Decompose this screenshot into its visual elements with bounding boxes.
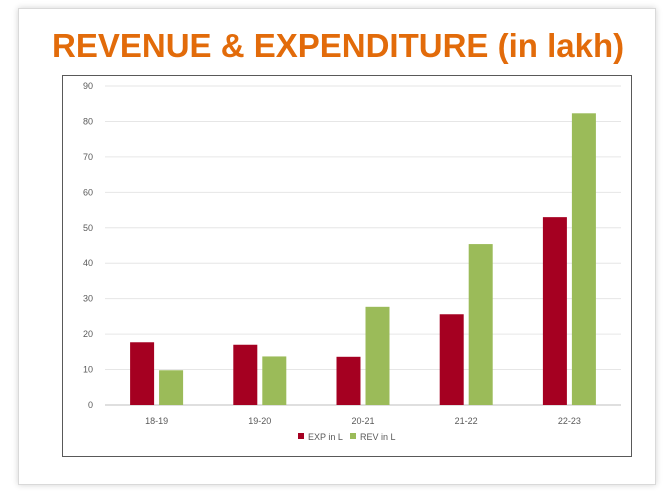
y-tick-label: 20 [83, 329, 93, 339]
legend: EXP in L REV in L [298, 432, 396, 442]
bar-rev-in-l-21-22 [468, 244, 493, 405]
x-tick-label: 18-19 [145, 416, 168, 426]
bar-exp-in-l-22-23 [542, 217, 567, 405]
bar-exp-in-l-18-19 [130, 342, 155, 405]
y-tick-label: 40 [83, 258, 93, 268]
x-axis-ticks: 18-19 19-20 20-21 21-22 22-23 [145, 416, 581, 426]
bar-rev-in-l-20-21 [365, 306, 390, 405]
y-tick-label: 30 [83, 294, 93, 304]
y-tick-label: 0 [88, 400, 93, 410]
legend-label: EXP in L [308, 432, 343, 442]
x-tick-label: 19-20 [248, 416, 271, 426]
legend-swatch [298, 433, 304, 439]
chart-title: REVENUE & EXPENDITURE (in lakh) [52, 27, 625, 64]
y-tick-label: 70 [83, 152, 93, 162]
y-axis-ticks: 0 10 20 30 40 50 60 70 80 90 [83, 81, 93, 410]
chart-frame: 0 10 20 30 40 50 60 70 80 90 18-19 19-20 20-21 21-22… [62, 75, 632, 457]
legend-label: REV in L [360, 432, 396, 442]
bar-chart: 0 10 20 30 40 50 60 70 80 90 18-19 19-20 20-21 21-22… [83, 81, 621, 442]
x-tick-label: 21-22 [455, 416, 478, 426]
gridlines [105, 85, 621, 406]
bar-exp-in-l-21-22 [439, 314, 464, 405]
y-tick-label: 10 [83, 365, 93, 375]
y-tick-label: 80 [83, 116, 93, 126]
y-tick-label: 50 [83, 223, 93, 233]
legend-swatch [350, 433, 356, 439]
bar-rev-in-l-19-20 [262, 356, 287, 405]
bar-exp-in-l-19-20 [233, 344, 258, 405]
bars [130, 113, 596, 405]
bar-rev-in-l-22-23 [571, 113, 596, 405]
x-tick-label: 20-21 [351, 416, 374, 426]
bar-exp-in-l-20-21 [336, 356, 361, 405]
bar-rev-in-l-18-19 [159, 370, 184, 405]
x-tick-label: 22-23 [558, 416, 581, 426]
y-tick-label: 60 [83, 187, 93, 197]
y-tick-label: 90 [83, 81, 93, 91]
